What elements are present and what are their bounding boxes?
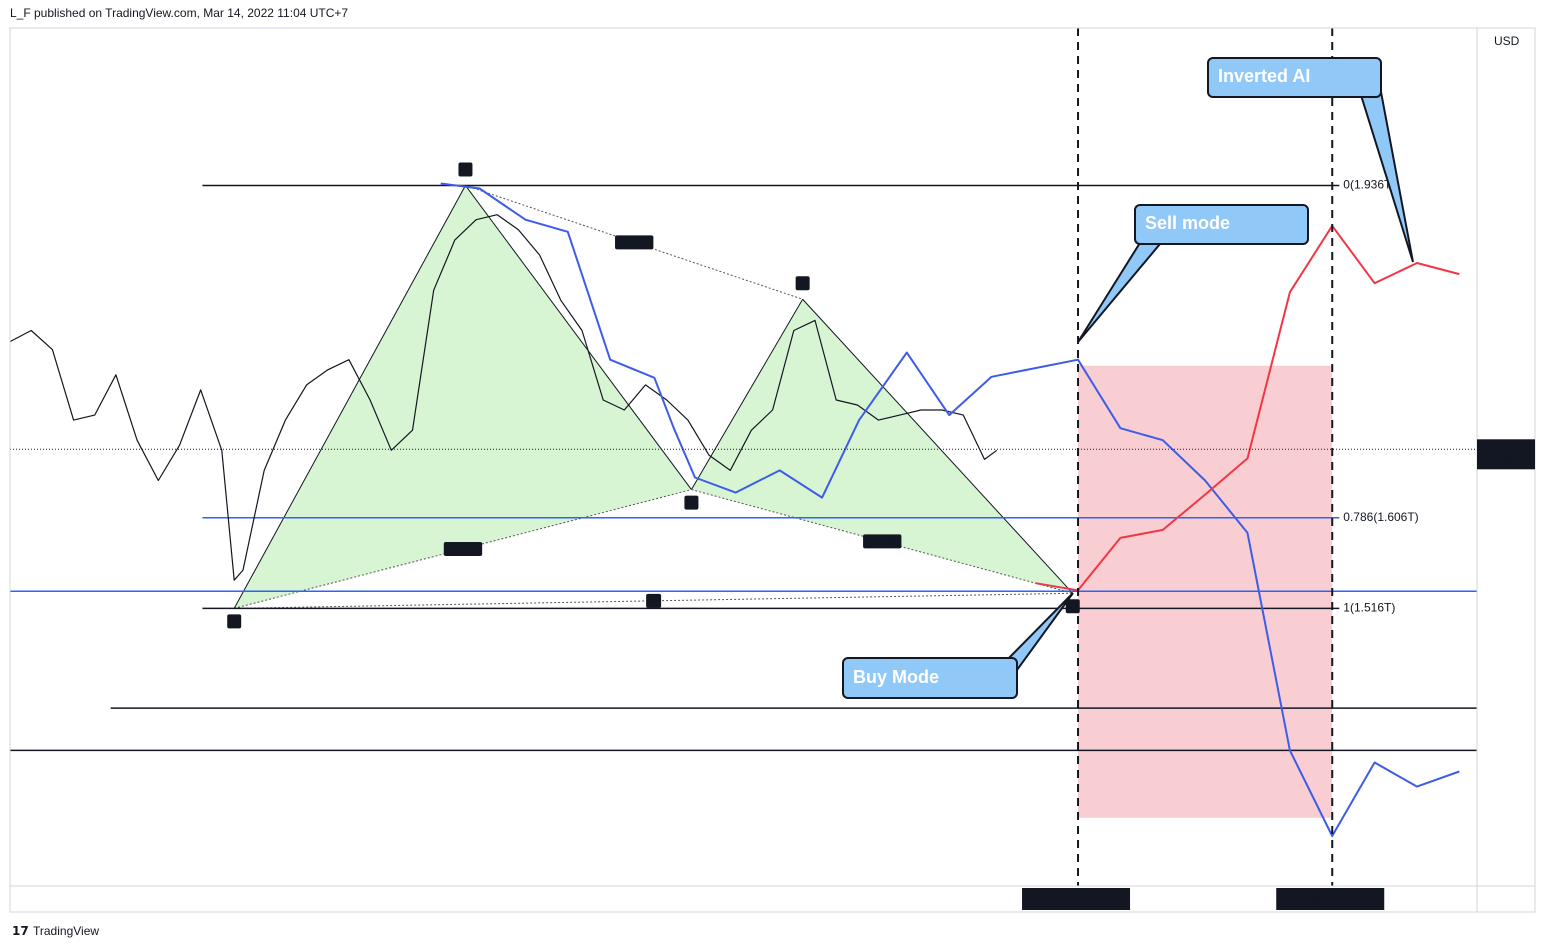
- callouts: Sell mode Buy Mode Inverted AI: [842, 57, 1414, 699]
- crosshair-time: 07:00: [1094, 892, 1125, 906]
- point-label: C: [798, 275, 807, 289]
- crosshair-date: 16 Mar '22: [1032, 892, 1090, 906]
- ratio-label: 0.623: [619, 235, 649, 249]
- crosshair-badge: [1276, 888, 1385, 910]
- callout-box: [842, 657, 1018, 699]
- ratio-label: 0.726: [448, 541, 478, 555]
- pattern-leg: [233, 185, 466, 609]
- callout-text: Sell mode: [1145, 213, 1230, 233]
- callout-text: Inverted AI: [1218, 66, 1310, 86]
- series-line: [440, 182, 1460, 837]
- ratio-label: 1: [650, 593, 657, 607]
- footer-logo: 𝟭𝟳: [12, 924, 29, 938]
- footer-text: TradingView: [33, 924, 99, 938]
- callout-box: [1134, 204, 1309, 245]
- ratio-badge: [863, 534, 902, 549]
- point-label: B: [687, 495, 696, 509]
- frame: [9, 27, 1536, 913]
- series-line: [9, 214, 998, 581]
- ratio-badge: [615, 235, 654, 250]
- ratio-label: 1.604: [867, 534, 897, 548]
- price-badge: [1477, 439, 1535, 470]
- point-badge: [227, 614, 242, 629]
- ratio-badge: [443, 541, 483, 556]
- point-label: X: [230, 614, 238, 628]
- pattern-leg: [802, 298, 1074, 594]
- series-line: [1035, 224, 1460, 592]
- point-badge: [795, 276, 810, 291]
- level-label: 1(1.516T): [1343, 601, 1395, 615]
- ratio-badge: [646, 593, 662, 608]
- pattern-triangle: [234, 185, 692, 609]
- point-label: A: [461, 162, 470, 176]
- pattern-triangle: [691, 299, 1073, 594]
- crosshair-time: 07:00: [1348, 892, 1379, 906]
- price-countdown: 55:10: [1486, 453, 1516, 467]
- crosshair-date: 22 Mar '22: [1286, 892, 1344, 906]
- pattern-leg: [465, 185, 692, 490]
- currency: USD: [1494, 34, 1520, 48]
- point-label: D: [1068, 598, 1077, 612]
- point-badge: [1065, 599, 1080, 614]
- callout-text: Buy Mode: [853, 667, 939, 687]
- pattern-leg: [690, 299, 804, 490]
- point-badge: [684, 495, 699, 510]
- point-badge: [458, 162, 473, 177]
- footer: 𝟭𝟳 TradingView: [12, 924, 99, 938]
- callout-box: [1207, 57, 1382, 98]
- crosshair-badge: [1022, 888, 1131, 910]
- level-label: 0.786(1.606T): [1343, 510, 1418, 524]
- plot: 0(1.936T) 0.786(1.606T) 1(1.516T) 0.623 0.72…: [9, 28, 1477, 886]
- price-label: 1.674T: [1486, 440, 1524, 454]
- level-label: 0(1.936T): [1343, 178, 1395, 192]
- header: L_F published on TradingView.com, Mar 14…: [10, 6, 348, 20]
